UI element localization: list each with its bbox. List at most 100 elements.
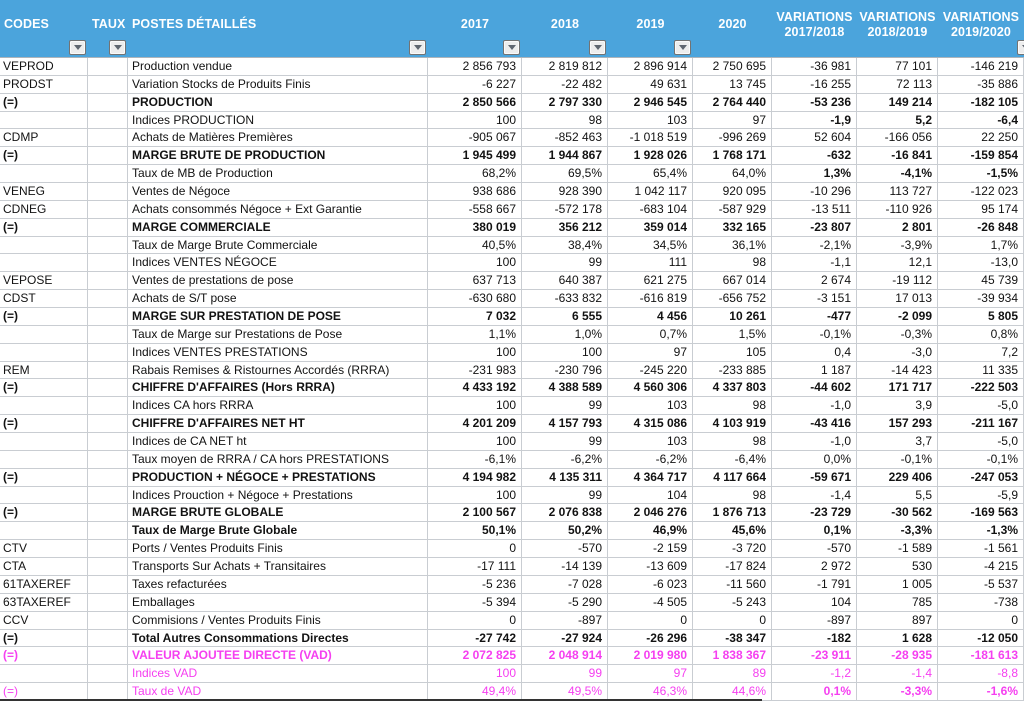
cell-value[interactable]: -233 885: [693, 361, 772, 380]
cell-value[interactable]: 2 856 793: [428, 58, 522, 76]
cell-value[interactable]: 5 805: [938, 308, 1024, 326]
cell-value[interactable]: -570: [772, 540, 857, 559]
cell-value[interactable]: 97: [608, 665, 693, 684]
cell-value[interactable]: 98: [693, 254, 772, 273]
filter-dropdown-button[interactable]: [69, 40, 86, 55]
cell-value[interactable]: 2 076 838: [522, 504, 608, 523]
cell-code[interactable]: CCV: [0, 611, 88, 630]
cell-value[interactable]: -616 819: [608, 290, 693, 309]
cell-value[interactable]: 100: [428, 433, 522, 451]
cell-label[interactable]: Ventes de prestations de pose: [128, 272, 428, 291]
cell-value[interactable]: 113 727: [857, 183, 938, 201]
cell-value[interactable]: -1,2: [772, 665, 857, 684]
cell-value[interactable]: 2 750 695: [693, 58, 772, 76]
cell-value[interactable]: 332 165: [693, 218, 772, 237]
cell-value[interactable]: -211 167: [938, 415, 1024, 434]
cell-code[interactable]: [0, 486, 88, 505]
cell-value[interactable]: 100: [428, 111, 522, 130]
cell-value[interactable]: 2 674: [772, 272, 857, 291]
filter-dropdown-button[interactable]: [503, 40, 520, 55]
cell-value[interactable]: -182 105: [938, 93, 1024, 112]
cell-value[interactable]: 1,1%: [428, 325, 522, 344]
cell-value[interactable]: 1 876 713: [693, 504, 772, 523]
cell-value[interactable]: 99: [522, 397, 608, 416]
cell-label[interactable]: Indices CA hors RRRA: [128, 397, 428, 416]
cell-value[interactable]: -3,3%: [857, 683, 938, 701]
filter-dropdown-button[interactable]: [1017, 40, 1024, 55]
cell-value[interactable]: -656 752: [693, 290, 772, 309]
cell-value[interactable]: 2 764 440: [693, 93, 772, 112]
cell-value[interactable]: -630 680: [428, 290, 522, 309]
cell-code[interactable]: VEPROD: [0, 58, 88, 76]
cell-value[interactable]: -13 609: [608, 558, 693, 576]
cell-value[interactable]: -3,9%: [857, 236, 938, 255]
cell-label[interactable]: MARGE COMMERCIALE: [128, 218, 428, 237]
cell-value[interactable]: 2 819 812: [522, 58, 608, 76]
cell-value[interactable]: -1,3%: [938, 522, 1024, 541]
cell-taux[interactable]: [88, 129, 128, 148]
cell-value[interactable]: -245 220: [608, 361, 693, 380]
cell-code[interactable]: (=): [0, 379, 88, 398]
cell-label[interactable]: Ports / Ventes Produits Finis: [128, 540, 428, 559]
cell-value[interactable]: 104: [772, 593, 857, 612]
cell-value[interactable]: 356 212: [522, 218, 608, 237]
cell-value[interactable]: 1 945 499: [428, 147, 522, 166]
cell-value[interactable]: -6,4%: [693, 450, 772, 469]
cell-taux[interactable]: [88, 593, 128, 612]
cell-value[interactable]: -5 537: [938, 575, 1024, 594]
cell-value[interactable]: 65,4%: [608, 165, 693, 184]
cell-label[interactable]: Rabais Remises & Ristournes Accordés (RR…: [128, 361, 428, 380]
cell-value[interactable]: 34,5%: [608, 236, 693, 255]
cell-value[interactable]: -36 981: [772, 58, 857, 76]
cell-label[interactable]: Indices VAD: [128, 665, 428, 684]
cell-value[interactable]: -0,1%: [857, 450, 938, 469]
cell-taux[interactable]: [88, 183, 128, 201]
cell-code[interactable]: [0, 433, 88, 451]
cell-label[interactable]: Achats de S/T pose: [128, 290, 428, 309]
cell-value[interactable]: -43 416: [772, 415, 857, 434]
cell-value[interactable]: 920 095: [693, 183, 772, 201]
cell-label[interactable]: Production vendue: [128, 58, 428, 76]
cell-value[interactable]: -5 236: [428, 575, 522, 594]
cell-value[interactable]: 4 157 793: [522, 415, 608, 434]
cell-value[interactable]: -53 236: [772, 93, 857, 112]
cell-code[interactable]: (=): [0, 647, 88, 666]
cell-value[interactable]: 68,2%: [428, 165, 522, 184]
cell-value[interactable]: -159 854: [938, 147, 1024, 166]
cell-value[interactable]: -852 463: [522, 129, 608, 148]
cell-taux[interactable]: [88, 308, 128, 326]
cell-value[interactable]: -22 482: [522, 75, 608, 94]
cell-value[interactable]: 12,1: [857, 254, 938, 273]
cell-value[interactable]: 0,7%: [608, 325, 693, 344]
cell-value[interactable]: -38 347: [693, 629, 772, 648]
cell-value[interactable]: 22 250: [938, 129, 1024, 148]
cell-taux[interactable]: [88, 200, 128, 219]
cell-label[interactable]: Total Autres Consommations Directes: [128, 629, 428, 648]
cell-taux[interactable]: [88, 397, 128, 416]
cell-code[interactable]: CDMP: [0, 129, 88, 148]
cell-value[interactable]: -6 023: [608, 575, 693, 594]
cell-value[interactable]: -17 824: [693, 558, 772, 576]
cell-value[interactable]: 0: [428, 540, 522, 559]
filter-dropdown-button[interactable]: [409, 40, 426, 55]
cell-value[interactable]: 98: [693, 486, 772, 505]
cell-taux[interactable]: [88, 647, 128, 666]
cell-taux[interactable]: [88, 343, 128, 362]
cell-value[interactable]: -897: [772, 611, 857, 630]
cell-value[interactable]: -27 742: [428, 629, 522, 648]
cell-taux[interactable]: [88, 272, 128, 291]
cell-value[interactable]: 4 388 589: [522, 379, 608, 398]
cell-value[interactable]: -4 215: [938, 558, 1024, 576]
cell-value[interactable]: -247 053: [938, 468, 1024, 487]
cell-value[interactable]: -23 807: [772, 218, 857, 237]
cell-value[interactable]: 17 013: [857, 290, 938, 309]
cell-taux[interactable]: [88, 665, 128, 684]
cell-label[interactable]: Taux de Marge Brute Commerciale: [128, 236, 428, 255]
cell-value[interactable]: 103: [608, 433, 693, 451]
cell-value[interactable]: 1 187: [772, 361, 857, 380]
cell-code[interactable]: [0, 343, 88, 362]
cell-value[interactable]: 72 113: [857, 75, 938, 94]
cell-value[interactable]: -3 151: [772, 290, 857, 309]
cell-taux[interactable]: [88, 468, 128, 487]
cell-value[interactable]: -2 099: [857, 308, 938, 326]
